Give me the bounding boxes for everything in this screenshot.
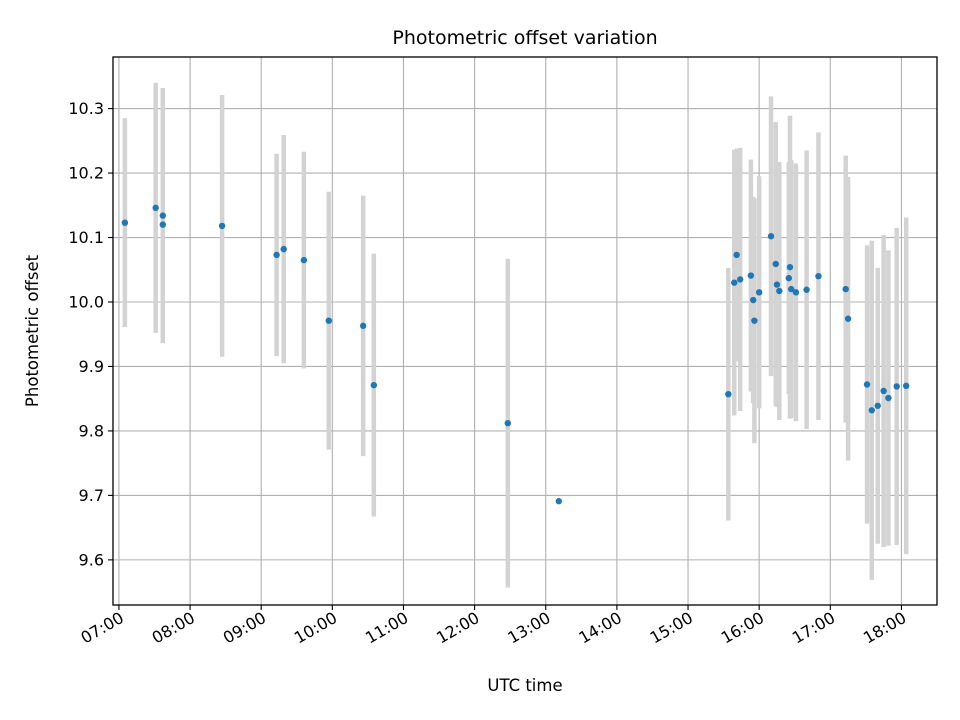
data-point bbox=[786, 263, 794, 271]
data-point bbox=[555, 498, 562, 505]
data-point bbox=[733, 251, 740, 259]
data-point bbox=[785, 274, 792, 282]
y-tick-label: 9.8 bbox=[79, 421, 104, 440]
y-tick-label: 10.3 bbox=[68, 99, 104, 118]
data-point bbox=[868, 407, 875, 414]
data-point bbox=[815, 273, 822, 280]
data-point bbox=[803, 286, 810, 293]
y-axis-ticks: 9.6 9.7 9.8 9.9 10.0 10.1 10.2 10.3 bbox=[68, 99, 113, 569]
data-point bbox=[874, 402, 881, 409]
data-point bbox=[880, 387, 887, 395]
data-point bbox=[273, 251, 280, 259]
data-point bbox=[121, 219, 129, 226]
y-tick-label: 10.1 bbox=[68, 228, 104, 247]
x-axis-label: UTC time bbox=[487, 676, 562, 695]
data-point bbox=[755, 289, 763, 296]
plot-frame bbox=[112, 56, 938, 606]
data-point bbox=[218, 222, 226, 230]
data-point bbox=[773, 281, 781, 288]
data-points bbox=[121, 204, 910, 505]
data-point bbox=[776, 287, 783, 295]
data-point bbox=[751, 317, 758, 324]
y-axis-label: Photometric offset bbox=[23, 254, 42, 407]
y-tick-label: 9.7 bbox=[79, 486, 104, 505]
data-point bbox=[842, 285, 849, 293]
data-point bbox=[747, 272, 755, 279]
y-tick-label: 10.2 bbox=[68, 164, 104, 183]
data-point bbox=[902, 382, 910, 389]
data-point bbox=[159, 221, 166, 228]
y-tick-label: 10.0 bbox=[68, 292, 104, 311]
data-point bbox=[504, 419, 512, 427]
grid bbox=[113, 57, 937, 605]
data-point bbox=[731, 279, 738, 286]
data-point bbox=[863, 381, 871, 388]
y-tick-label: 9.6 bbox=[79, 550, 104, 569]
data-point bbox=[736, 276, 744, 283]
chart-title: Photometric offset variation bbox=[392, 27, 657, 49]
data-point bbox=[359, 322, 367, 330]
data-point bbox=[280, 245, 287, 253]
data-point bbox=[885, 394, 892, 402]
data-point bbox=[370, 381, 378, 389]
data-point bbox=[792, 289, 800, 296]
data-point bbox=[325, 317, 332, 324]
data-point bbox=[844, 315, 852, 322]
data-point bbox=[750, 296, 757, 304]
data-point bbox=[725, 390, 732, 398]
data-point bbox=[772, 260, 779, 268]
data-point bbox=[787, 285, 795, 293]
y-tick-label: 9.9 bbox=[79, 357, 104, 376]
data-point bbox=[300, 256, 308, 264]
data-point bbox=[893, 383, 900, 390]
data-point bbox=[767, 233, 775, 240]
data-point bbox=[159, 212, 166, 219]
data-point bbox=[152, 204, 159, 212]
